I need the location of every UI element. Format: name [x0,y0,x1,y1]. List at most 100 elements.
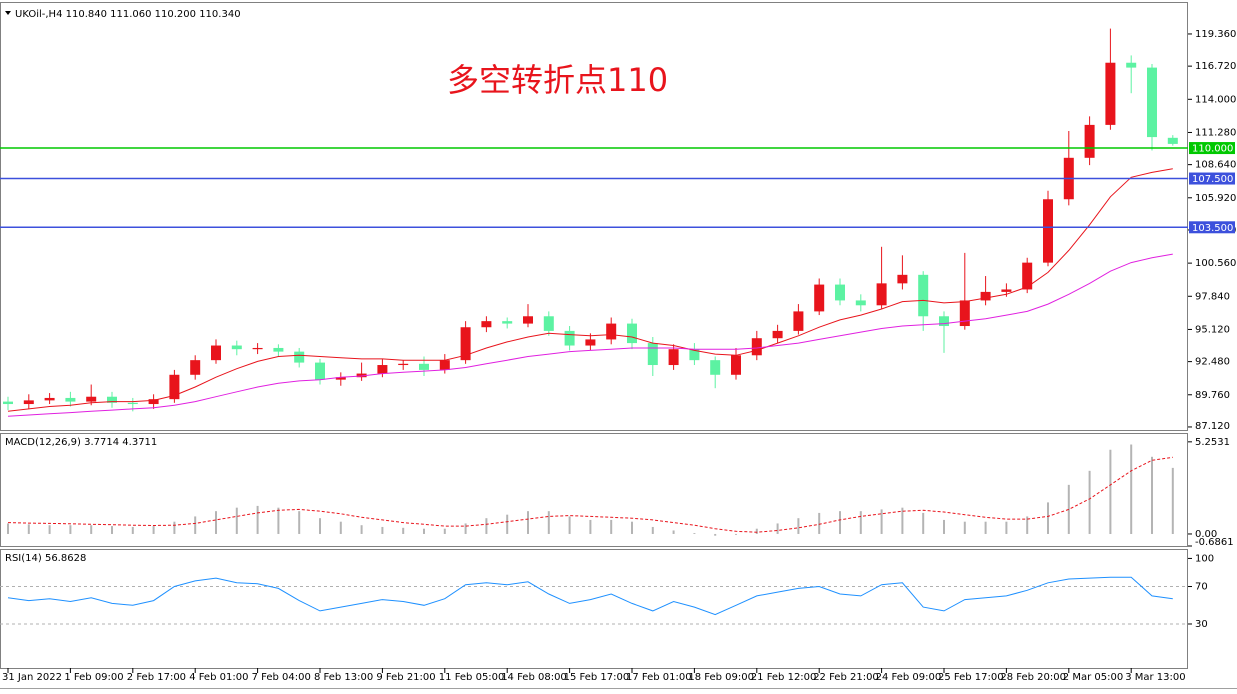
y-tick-label: 30 [1195,619,1208,630]
candle-body [710,360,721,375]
candle-body [44,397,55,401]
candle-body [751,338,762,356]
y-tick-label: 108.640 [1195,160,1236,171]
candle-body [252,347,263,350]
x-tick-label: 11 Feb 05:00 [439,672,505,683]
candle-body [731,355,741,375]
y-tick-label: 119.360 [1195,29,1236,40]
candle-body [460,327,471,361]
price-level-box [1189,221,1235,234]
price-level-label: 103.500 [1192,223,1233,234]
y-tick-label: 89.760 [1195,390,1230,401]
candle-body [273,347,284,352]
candle-body [543,316,554,331]
y-tick-label: 100 [1195,553,1214,564]
candle-body [439,360,450,370]
macd-header: MACD(12,26,9) 3.7714 4.3711 [5,437,157,448]
candle-body [1043,199,1053,263]
candle-body [190,360,201,375]
y-tick-label: 0.00 [1195,529,1217,540]
candle-body [1022,262,1033,290]
x-tick-label: 4 Feb 01:00 [189,672,248,683]
y-tick-label: 92.480 [1195,357,1230,368]
candle-body [772,330,783,339]
y-tick-label: 97.840 [1195,291,1230,302]
symbol-header: UKOil-,H4 110.840 111.060 110.200 110.34… [15,9,241,20]
candle-body [814,284,825,312]
candle-body [335,377,346,380]
candle-body [689,349,700,361]
candle-body [419,363,429,370]
candle-body [1105,62,1116,125]
y-tick-label: 95.120 [1195,324,1230,335]
x-tick-label: 17 Feb 01:00 [626,672,692,683]
x-tick-label: 22 Feb 21:00 [813,672,879,683]
moving-average [7,253,1173,417]
macd-panel [0,433,1188,547]
candle-body [793,311,804,331]
candle-body [377,365,388,374]
candle-body [585,339,596,346]
price-panel [0,2,1188,431]
rsi-line [7,576,1173,616]
y-tick-label: 111.280 [1195,127,1236,138]
candle-body [647,343,658,366]
x-tick-label: 24 Feb 09:00 [876,672,942,683]
x-tick-label: 14 Feb 08:00 [501,672,567,683]
candle-body [668,349,679,366]
candle-body [127,402,138,405]
candle-body [918,274,929,317]
candle-body [876,283,887,306]
y-tick-label: 70 [1195,582,1208,593]
candle-body [356,373,367,378]
candle-body [1084,124,1095,158]
candle-body [606,323,617,340]
y-tick-label: 87.120 [1195,421,1230,432]
candle-body [294,351,305,363]
x-tick-label: 8 Feb 13:00 [314,672,373,683]
moving-average [7,168,1173,412]
price-level-label: 110.000 [1192,144,1233,155]
macd-signal [7,456,1173,533]
candle-body [564,330,575,346]
candle-body [86,396,97,402]
price-level-box [1189,142,1235,155]
candle-body [523,316,533,324]
x-tick-label: 18 Feb 09:00 [688,672,754,683]
menu-arrow[interactable] [5,11,11,15]
candle-body [315,362,325,380]
x-tick-label: 1 Feb 09:00 [64,672,123,683]
y-tick-label: 114.000 [1195,94,1236,105]
candle-body [1001,289,1012,292]
candle-body [1126,62,1137,68]
candle-body [1167,137,1178,144]
candle-body [107,396,117,403]
candle-body [65,397,76,402]
candle-body [481,321,492,328]
price-level-label: 107.500 [1192,174,1233,185]
candle-body [502,321,513,324]
candle-body [398,363,409,366]
candle-body [939,316,949,327]
candle-body [897,274,908,284]
annotation: 多空转折点110 [447,61,668,99]
x-tick-label: 7 Feb 04:00 [252,672,311,683]
y-tick-label: 5.2531 [1195,437,1230,448]
candle-body [148,399,159,405]
y-tick-label: 100.560 [1195,258,1236,269]
y-tick-label: -0.6861 [1195,537,1234,548]
x-tick-label: 31 Jan 2022 [2,672,62,683]
candle-body [959,300,970,327]
candle-body [3,401,13,405]
candle-body [980,291,991,301]
price-level-box [1189,172,1235,185]
x-tick-label: 3 Mar 13:00 [1125,672,1185,683]
candle-body [1147,67,1157,138]
candle-body [231,345,242,350]
candle-body [835,284,845,301]
candle-body [855,300,866,306]
candle-body [23,400,34,405]
x-tick-label: 2 Feb 17:00 [127,672,186,683]
candle-body [169,374,180,400]
